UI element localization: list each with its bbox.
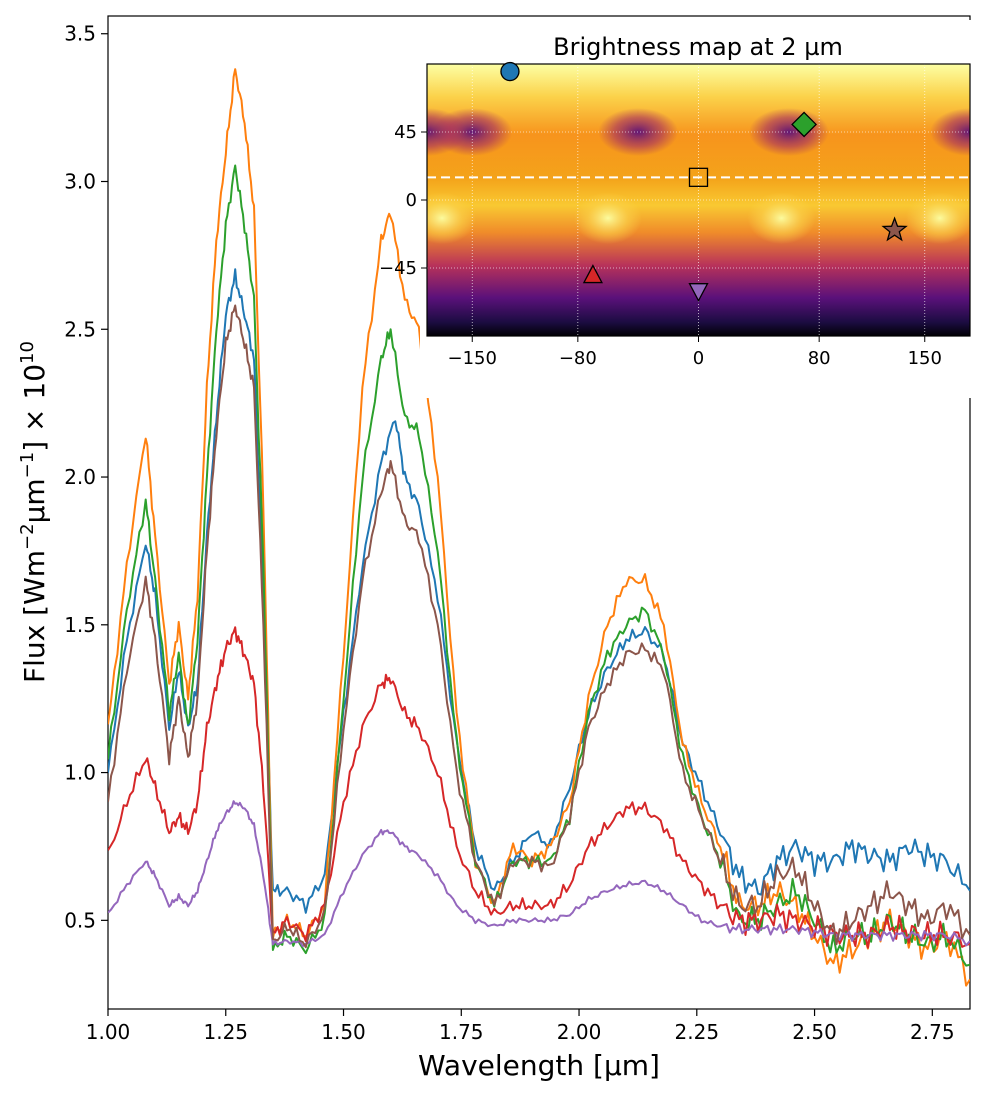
- y-label-sup2: −1: [17, 452, 38, 479]
- hot-spot: [905, 192, 970, 245]
- series-line-green: [108, 164, 970, 967]
- hot-spot: [747, 192, 816, 245]
- inset-grid: [427, 64, 970, 336]
- y-tick-label: 3.0: [64, 170, 96, 194]
- y-tick-label: 2.5: [64, 317, 96, 341]
- x-tick-label: 2.50: [792, 1020, 837, 1044]
- x-tick-label: 1.75: [439, 1020, 484, 1044]
- x-tick-label: 2.00: [557, 1020, 602, 1044]
- y-label-base: Flux [Wm: [18, 550, 51, 683]
- hot-spot: [574, 192, 642, 245]
- inset-x-ticks: −150 −80 0 80 150: [448, 336, 942, 369]
- marker-green-diamond: [791, 111, 818, 138]
- x-tick-label: 2.25: [675, 1020, 720, 1044]
- series-line-purple: [108, 800, 970, 948]
- y-label-mid: µm: [18, 478, 51, 523]
- inset-y-ticks: 45 0 −45: [379, 122, 427, 279]
- inset-y-tick-label: −45: [379, 258, 417, 279]
- y-tick-label: 2.0: [64, 465, 96, 489]
- cold-spot: [598, 108, 679, 156]
- spectra-series: [108, 68, 970, 987]
- y-tick-label: 3.5: [64, 22, 96, 46]
- x-tick-label: 1.25: [203, 1020, 248, 1044]
- y-axis-label: Flux [Wm−2µm−1] × 1010: [17, 341, 51, 683]
- inset-y-tick-label: 0: [406, 190, 417, 211]
- y-axis-ticks: 0.5 1.0 1.5 2.0 2.5 3.0 3.5: [64, 22, 108, 932]
- inset-x-tick-label: −80: [559, 348, 597, 369]
- inset-markers: [500, 61, 908, 303]
- x-tick-label: 1.00: [86, 1020, 131, 1044]
- main-plot-frame: [107, 15, 971, 1010]
- y-tick-label: 1.5: [64, 613, 96, 637]
- y-label-sup1: −2: [17, 523, 38, 550]
- series-line-orange: [108, 68, 970, 987]
- marker-brown-star: [881, 216, 908, 242]
- x-tick-label: 1.50: [321, 1020, 366, 1044]
- marker-purple-triangle: [688, 283, 709, 303]
- inset-y-tick-label: 45: [394, 122, 417, 143]
- cold-spot: [930, 108, 970, 156]
- x-tick-label: 2.75: [910, 1020, 955, 1044]
- marker-blue-circle: [500, 61, 520, 82]
- series-line-brown: [108, 304, 970, 949]
- y-label-sup3: 10: [17, 341, 38, 364]
- x-axis-ticks: 1.00 1.25 1.50 1.75 2.00 2.25 2.50 2.75: [86, 1009, 955, 1044]
- series-line-red: [108, 626, 970, 949]
- inset-x-tick-label: 80: [808, 348, 831, 369]
- inset-x-tick-label: 150: [908, 348, 942, 369]
- x-axis-label: Wavelength [µm]: [418, 1049, 660, 1082]
- hot-spot: [427, 192, 477, 245]
- marker-square: [688, 167, 709, 187]
- cold-spot: [427, 108, 467, 156]
- brightness-map-inset: Brightness map at 2 µm −150 −80 0 80 150 45 0…: [379, 20, 972, 398]
- y-tick-label: 1.0: [64, 761, 96, 785]
- marker-red-triangle: [582, 264, 603, 284]
- y-tick-label: 0.5: [64, 908, 96, 932]
- inset-title: Brightness map at 2 µm: [553, 33, 843, 61]
- y-label-end: ] × 10: [18, 364, 51, 452]
- inset-x-tick-label: −150: [448, 348, 497, 369]
- inset-x-tick-label: 0: [693, 348, 704, 369]
